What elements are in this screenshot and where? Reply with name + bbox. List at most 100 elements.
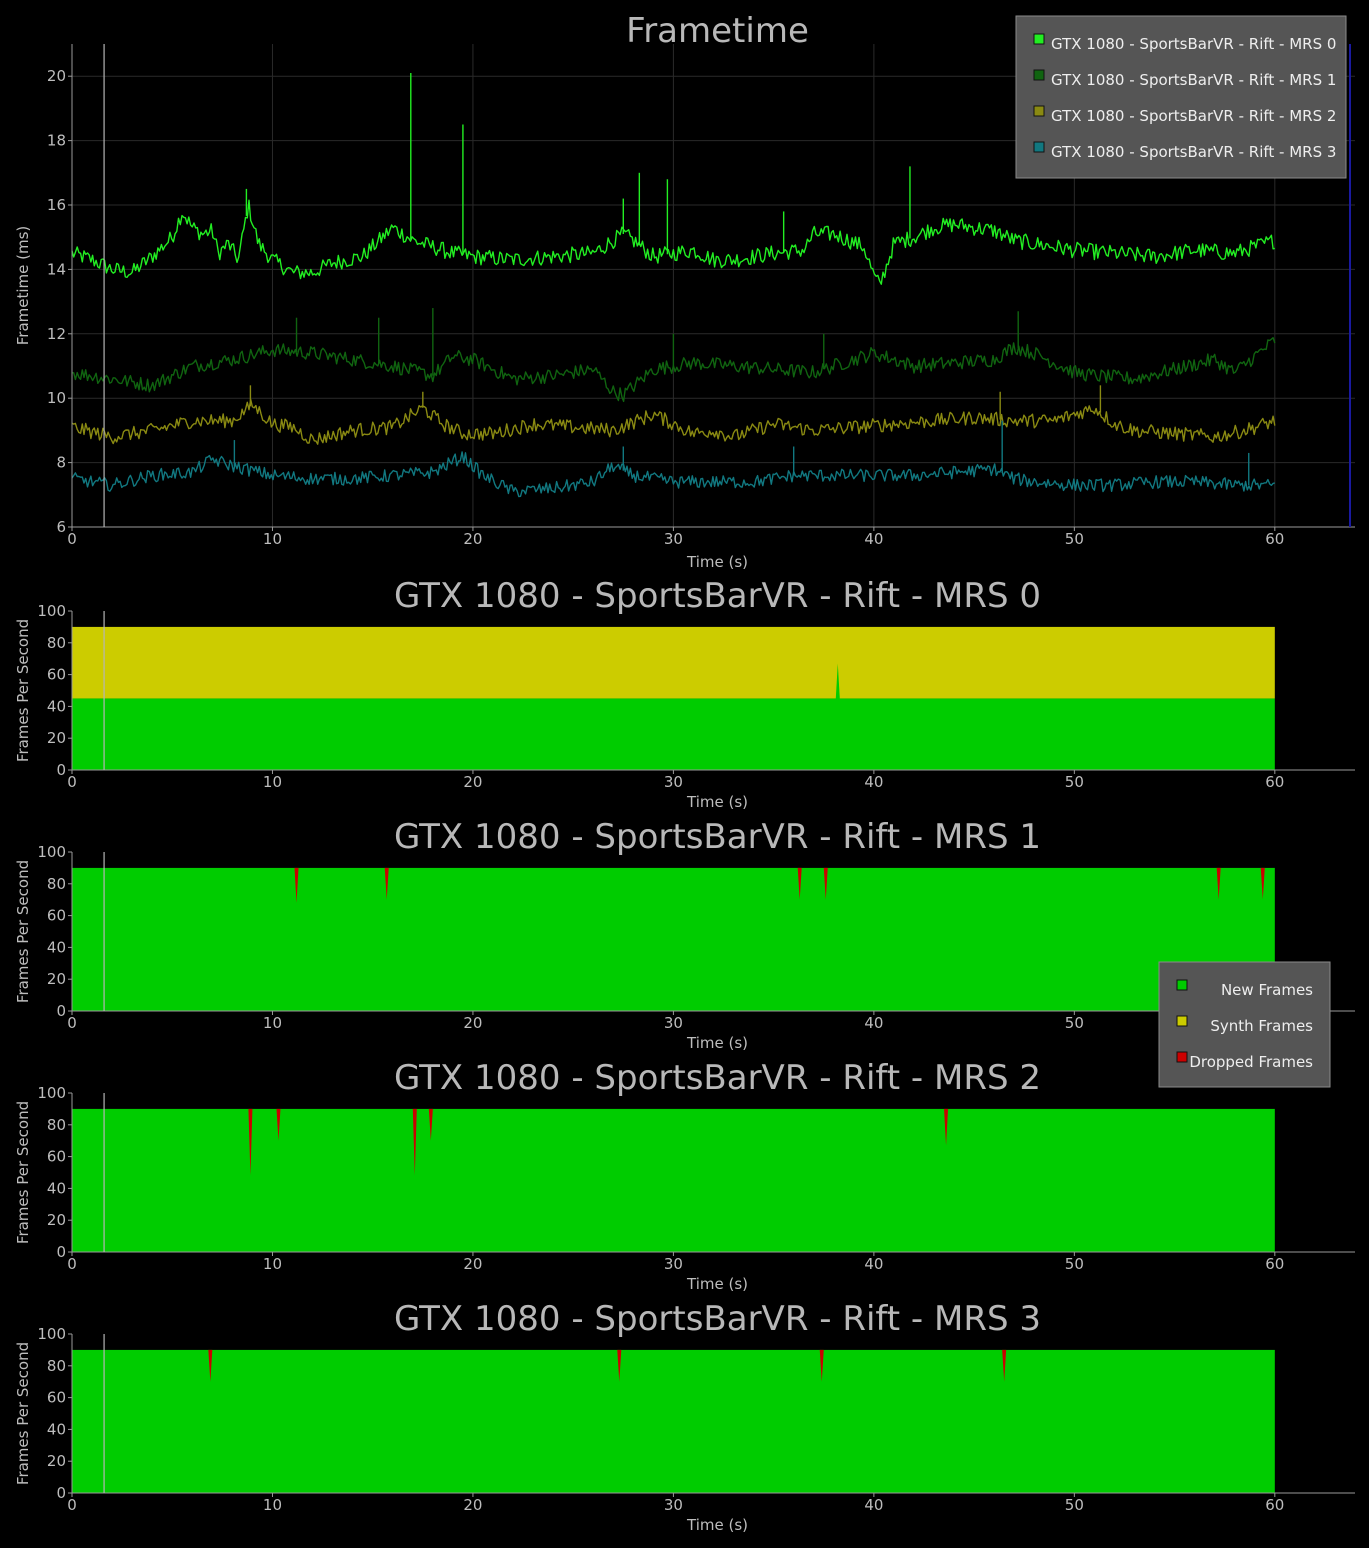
x-tick-label: 30 [664, 773, 683, 791]
y-tick-label: 60 [47, 1148, 66, 1166]
y-tick-label: 20 [47, 729, 66, 747]
y-tick-label: 40 [47, 1179, 66, 1197]
x-tick-label: 0 [67, 1014, 77, 1032]
chart-title: GTX 1080 - SportsBarVR - Rift - MRS 1 [394, 817, 1041, 857]
y-tick-label: 0 [56, 1484, 66, 1502]
legend-swatch [1033, 141, 1045, 153]
x-tick-label: 10 [263, 530, 282, 548]
legend-swatch [1176, 1015, 1188, 1027]
y-tick-label: 40 [47, 938, 66, 956]
series-line-mrs-2 [71, 398, 1276, 445]
y-tick-label: 8 [56, 454, 66, 472]
dropped-frames-dip [1260, 867, 1265, 900]
y-tick-label: 20 [47, 970, 66, 988]
chart-title: GTX 1080 - SportsBarVR - Rift - MRS 2 [394, 1058, 1041, 1098]
y-axis-label: Frames Per Second [14, 1101, 32, 1244]
y-tick-label: 60 [47, 1389, 66, 1407]
y-tick-label: 0 [56, 1002, 66, 1020]
dropped-frames-dip [384, 867, 389, 900]
x-tick-label: 50 [1065, 1014, 1084, 1032]
x-tick-label: 60 [1265, 1496, 1284, 1514]
x-tick-label: 10 [263, 1014, 282, 1032]
x-tick-label: 50 [1065, 530, 1084, 548]
x-axis-label: Time (s) [686, 793, 748, 811]
chart-title: Frametime [626, 11, 809, 51]
x-tick-label: 10 [263, 773, 282, 791]
y-tick-label: 80 [47, 634, 66, 652]
y-tick-label: 14 [47, 260, 66, 278]
x-tick-label: 60 [1265, 1255, 1284, 1273]
x-axis-label: Time (s) [686, 1034, 748, 1052]
y-tick-label: 100 [37, 602, 66, 620]
dropped-frames-dip [944, 1108, 949, 1146]
dropped-frames-dip [294, 867, 299, 903]
legend-entry: GTX 1080 - SportsBarVR - Rift - MRS 2 [1051, 107, 1336, 125]
new-frames-area [72, 867, 1275, 1011]
new-frames-area [72, 698, 1275, 770]
x-tick-label: 20 [463, 1496, 482, 1514]
y-tick-label: 6 [56, 518, 66, 536]
y-tick-label: 100 [37, 843, 66, 861]
legend-entry: New Frames [1221, 981, 1313, 999]
y-tick-label: 12 [47, 325, 66, 343]
synth-frames-area [72, 626, 1275, 699]
dropped-frames-dip [276, 1108, 281, 1141]
y-tick-label: 20 [47, 1452, 66, 1470]
x-tick-label: 60 [1265, 773, 1284, 791]
new-frames-spike [835, 663, 840, 699]
legend-entry: Dropped Frames [1189, 1053, 1313, 1071]
frametime-legend [1015, 15, 1347, 179]
y-tick-label: 0 [56, 761, 66, 779]
y-axis-label: Frames Per Second [14, 619, 32, 762]
x-tick-label: 30 [664, 1014, 683, 1032]
y-tick-label: 0 [56, 1243, 66, 1261]
y-tick-label: 16 [47, 196, 66, 214]
y-tick-label: 80 [47, 875, 66, 893]
new-frames-area [72, 1349, 1275, 1493]
y-tick-label: 100 [37, 1084, 66, 1102]
x-tick-label: 50 [1065, 1496, 1084, 1514]
y-tick-label: 10 [47, 389, 66, 407]
x-tick-label: 30 [664, 530, 683, 548]
x-tick-label: 20 [463, 1014, 482, 1032]
chart-title: GTX 1080 - SportsBarVR - Rift - MRS 0 [394, 576, 1041, 616]
chart-title: GTX 1080 - SportsBarVR - Rift - MRS 3 [394, 1299, 1041, 1339]
x-axis-label: Time (s) [686, 1516, 748, 1534]
legend-swatch [1033, 33, 1045, 45]
y-tick-label: 18 [47, 132, 66, 150]
legend-entry: GTX 1080 - SportsBarVR - Rift - MRS 1 [1051, 71, 1336, 89]
x-axis-label: Time (s) [686, 1275, 748, 1293]
y-axis-label: Frames Per Second [14, 860, 32, 1003]
legend-entry: GTX 1080 - SportsBarVR - Rift - MRS 3 [1051, 143, 1336, 161]
x-tick-label: 30 [664, 1255, 683, 1273]
x-tick-label: 0 [67, 1255, 77, 1273]
y-tick-label: 20 [47, 1211, 66, 1229]
x-tick-label: 40 [864, 530, 883, 548]
legend-swatch [1176, 979, 1188, 991]
x-tick-label: 0 [67, 1496, 77, 1514]
dropped-frames-dip [819, 1349, 824, 1382]
x-tick-label: 50 [1065, 1255, 1084, 1273]
x-tick-label: 60 [1265, 530, 1284, 548]
y-tick-label: 80 [47, 1357, 66, 1375]
x-tick-label: 50 [1065, 773, 1084, 791]
x-tick-label: 40 [864, 1014, 883, 1032]
y-tick-label: 40 [47, 1420, 66, 1438]
series-line-mrs-3 [71, 451, 1275, 498]
legend-swatch [1033, 105, 1045, 117]
series-line-mrs-0 [71, 199, 1275, 285]
y-tick-label: 40 [47, 697, 66, 715]
dropped-frames-dip [617, 1349, 622, 1382]
legend-swatch [1033, 69, 1045, 81]
dropped-frames-dip [1216, 867, 1221, 900]
dropped-frames-dip [248, 1108, 253, 1176]
y-axis-label: Frames Per Second [14, 1342, 32, 1485]
x-tick-label: 20 [463, 530, 482, 548]
x-tick-label: 40 [864, 1255, 883, 1273]
x-tick-label: 20 [463, 1255, 482, 1273]
x-tick-label: 0 [67, 773, 77, 791]
x-tick-label: 10 [263, 1255, 282, 1273]
y-tick-label: 100 [37, 1325, 66, 1343]
y-tick-label: 20 [47, 67, 66, 85]
